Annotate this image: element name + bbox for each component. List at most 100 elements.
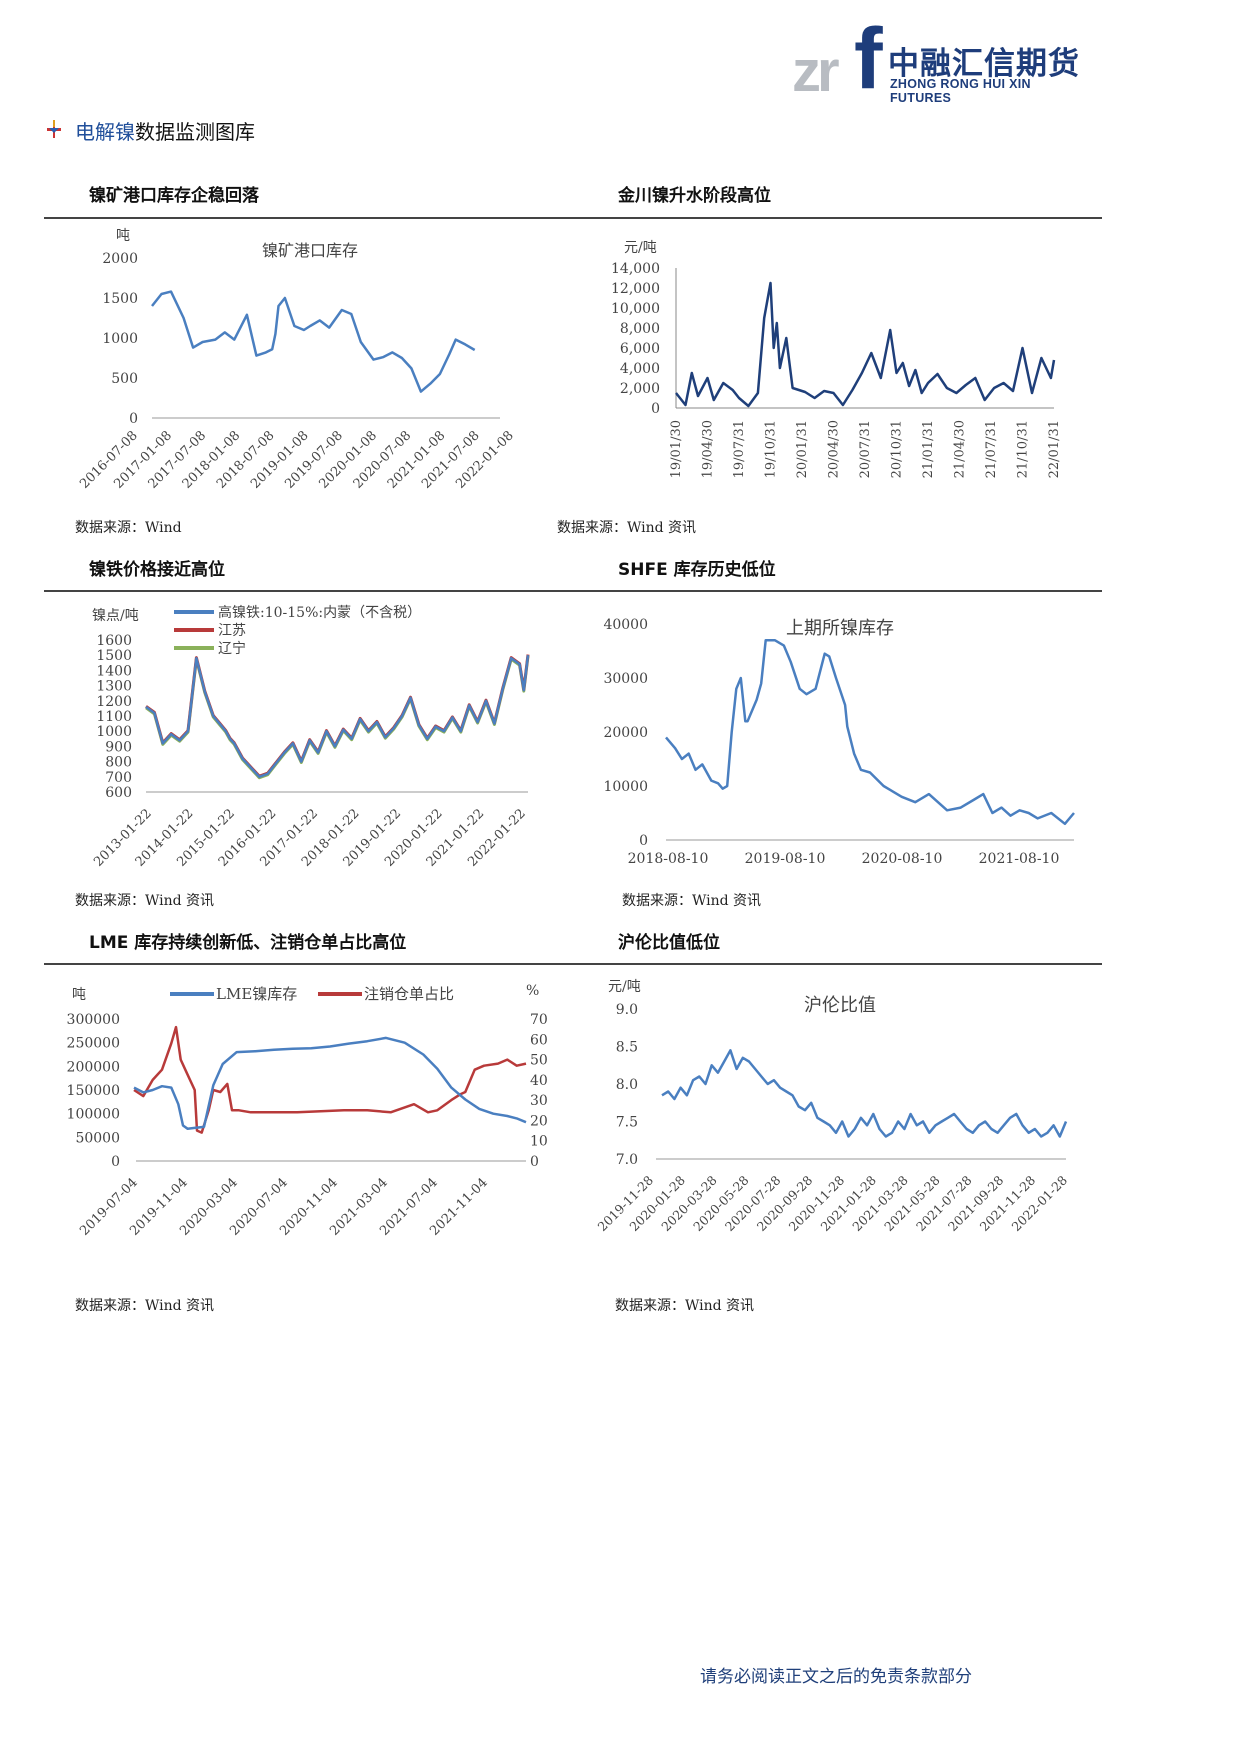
chart-inner-title: 上期所镍库存 bbox=[786, 618, 894, 639]
chart-title-4: SHFE 库存历史低位 bbox=[618, 560, 776, 580]
legend-label: 注销仓单占比 bbox=[364, 985, 454, 1003]
y-tick-label: 800 bbox=[105, 755, 132, 771]
y-tick-label: 50000 bbox=[75, 1130, 120, 1146]
y2-tick-label: 70 bbox=[530, 1012, 548, 1028]
series-line-jiangsu bbox=[145, 654, 530, 778]
y2-tick-label: 50 bbox=[530, 1053, 548, 1069]
y-tick-label: 200000 bbox=[67, 1059, 120, 1075]
y-tick-label: 700 bbox=[105, 770, 132, 786]
y-tick-label: 10,000 bbox=[611, 301, 660, 317]
series-line-shfe-inventory bbox=[665, 638, 1075, 826]
y-tick-label: 1100 bbox=[96, 709, 132, 725]
y-tick-label: 2,000 bbox=[620, 381, 660, 397]
y-tick-label: 100000 bbox=[67, 1107, 120, 1123]
divider-row-3 bbox=[44, 963, 1102, 965]
y-axis-label: 吨 bbox=[116, 228, 130, 244]
y-tick-label: 500 bbox=[111, 371, 138, 387]
legend-label: 高镍铁:10-15%:内蒙（不含税） bbox=[218, 604, 421, 621]
x-tick-label: 20/07/31 bbox=[858, 420, 873, 478]
x-tick-label: 20/10/31 bbox=[890, 420, 905, 478]
series-line-jinchuan-premium bbox=[675, 281, 1056, 408]
series-line-ore-inventory bbox=[151, 290, 476, 393]
source-note-3: 数据来源：Wind 资讯 bbox=[75, 893, 215, 909]
y-tick-label: 4,000 bbox=[620, 361, 660, 377]
source-note-6: 数据来源：Wind 资讯 bbox=[615, 1298, 755, 1314]
x-tick-label: 2019-08-10 bbox=[745, 851, 826, 867]
y-axis-label: 吨 bbox=[72, 987, 86, 1003]
x-tick-label: 20/04/30 bbox=[827, 420, 842, 478]
x-tick-label: 2018-08-10 bbox=[628, 851, 709, 867]
chart-lme-inventory-cancelled: 吨 % LME镍库存 注销仓单占比 300000 250000 200000 150000 10… bbox=[67, 983, 548, 1239]
legend-label: LME镍库存 bbox=[216, 985, 297, 1003]
y-tick-label: 8,000 bbox=[620, 321, 660, 337]
y-tick-label: 0 bbox=[639, 833, 648, 849]
y-tick-label: 40000 bbox=[603, 617, 648, 633]
x-tick-label: 19/04/30 bbox=[701, 420, 716, 478]
y-tick-label: 12,000 bbox=[611, 281, 660, 297]
chart-inner-title: 镍矿港口库存 bbox=[262, 241, 358, 260]
source-note-5: 数据来源：Wind 资讯 bbox=[75, 1298, 215, 1314]
y-tick-label: 1000 bbox=[102, 331, 138, 347]
y2-tick-label: 0 bbox=[530, 1154, 539, 1170]
legend-label: 江苏 bbox=[218, 623, 246, 639]
divider-row-1 bbox=[44, 217, 1102, 219]
footer-disclaimer: 请务必阅读正文之后的免责条款部分 bbox=[700, 1667, 972, 1687]
series-line-shfe-lme-ratio bbox=[661, 1049, 1068, 1138]
section-heading-rest: 数据监测图库 bbox=[135, 120, 255, 144]
series-line-liaoning bbox=[145, 655, 530, 780]
logo-name-en: ZHONG RONG HUI XIN FUTURES bbox=[890, 77, 1031, 105]
x-tick-label: 21/01/31 bbox=[921, 420, 936, 478]
y-tick-label: 1300 bbox=[96, 679, 132, 695]
y-tick-label: 0 bbox=[129, 411, 138, 427]
chart-title-2: 金川镍升水阶段高位 bbox=[618, 186, 771, 206]
y-tick-label: 10000 bbox=[603, 779, 648, 795]
series-line-lme-inventory bbox=[133, 1036, 527, 1131]
y-tick-label: 6,000 bbox=[620, 341, 660, 357]
y-tick-label: 1200 bbox=[96, 694, 132, 710]
y-tick-label: 300000 bbox=[67, 1012, 120, 1028]
series-line-cancelled-ratio bbox=[133, 1025, 527, 1134]
y2-axis-label: % bbox=[526, 983, 539, 999]
y-tick-label: 8.0 bbox=[616, 1077, 638, 1093]
chart-shfe-inventory: 上期所镍库存 40000 30000 20000 10000 0 2018-08-10 201… bbox=[603, 617, 1075, 867]
y-tick-label: 150000 bbox=[67, 1083, 120, 1099]
y-tick-label: 1400 bbox=[96, 663, 132, 679]
chart-title-3: 镍铁价格接近高位 bbox=[89, 560, 225, 580]
logo-mark-zr: zr bbox=[792, 39, 840, 104]
x-tick-label: 19/07/31 bbox=[732, 420, 747, 478]
y-tick-label: 7.5 bbox=[616, 1115, 638, 1131]
company-logo: zr f 中融汇信期货 ZHONG RONG HUI XIN FUTURES bbox=[790, 11, 1090, 107]
y-tick-label: 250000 bbox=[67, 1036, 120, 1052]
x-tick-label: 19/10/31 bbox=[764, 420, 779, 478]
y-tick-label: 20000 bbox=[603, 725, 648, 741]
x-tick-label: 2020-08-10 bbox=[862, 851, 943, 867]
logo-name-cn: 中融汇信期货 bbox=[888, 46, 1080, 82]
section-heading-highlight: 电解镍 bbox=[75, 120, 135, 144]
y-axis-label: 元/吨 bbox=[624, 240, 657, 256]
y2-tick-label: 40 bbox=[530, 1073, 548, 1089]
chart-shfe-lme-ratio: 元/吨沪伦比值9.08.58.07.57.02019-11-282020-01-… bbox=[595, 979, 1071, 1234]
y-tick-label: 7.0 bbox=[616, 1152, 638, 1168]
source-note-2: 数据来源：Wind 资讯 bbox=[557, 520, 697, 536]
y-tick-label: 2000 bbox=[102, 251, 138, 267]
y-axis-label: 元/吨 bbox=[608, 979, 641, 995]
divider-row-2 bbox=[44, 590, 1102, 592]
y2-tick-label: 10 bbox=[530, 1134, 548, 1150]
y-tick-label: 9.0 bbox=[616, 1002, 638, 1018]
source-note-1: 数据来源：Wind bbox=[75, 520, 182, 536]
chart-jinchuan-premium: 元/吨 14,000 12,000 10,000 8,000 6,000 4,000 2,00… bbox=[611, 240, 1062, 478]
y-tick-label: 900 bbox=[105, 739, 132, 755]
logo-mark-f: f bbox=[854, 11, 883, 107]
y-tick-label: 0 bbox=[111, 1154, 120, 1170]
x-tick-label: 21/04/30 bbox=[953, 420, 968, 478]
section-bullet-icon bbox=[44, 120, 64, 140]
y-axis-label: 镍点/吨 bbox=[92, 608, 139, 624]
chart-title-6: 沪伦比值低位 bbox=[618, 933, 720, 953]
y-tick-label: 1600 bbox=[96, 633, 132, 649]
chart-title-1: 镍矿港口库存企稳回落 bbox=[89, 186, 259, 206]
y-tick-label: 30000 bbox=[603, 671, 648, 687]
y2-tick-label: 20 bbox=[530, 1113, 548, 1129]
x-tick-label: 20/01/31 bbox=[795, 420, 810, 478]
chart-inner-title: 沪伦比值 bbox=[804, 995, 876, 1016]
